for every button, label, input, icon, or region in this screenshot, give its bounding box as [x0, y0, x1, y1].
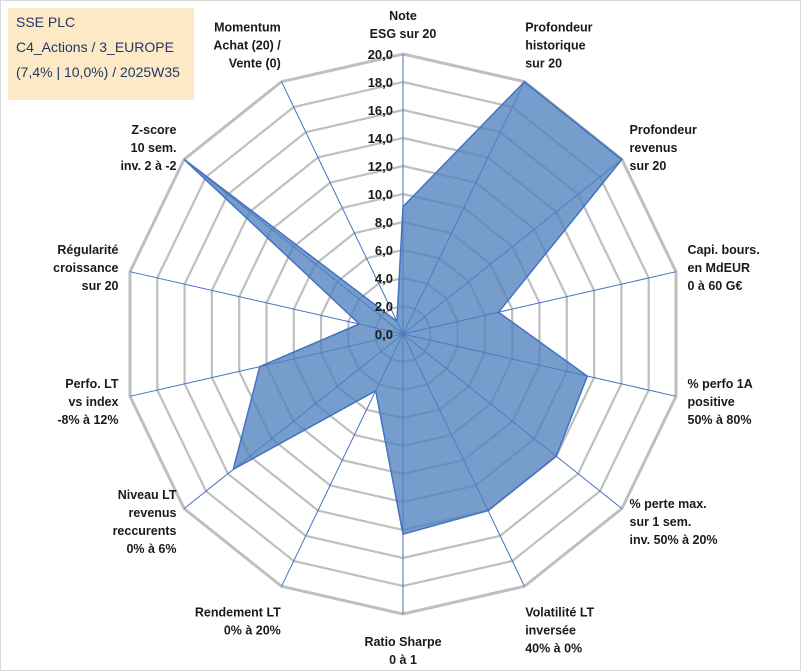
axis-label-line: Z-score: [131, 123, 176, 137]
axis-label: % perte max. sur 1 sem. inv. 50% à 20%: [630, 497, 718, 547]
axis-label: Z-score 10 sem. inv. 2 à -2: [120, 123, 176, 173]
axis-label-line: Note: [389, 9, 417, 23]
axis-label-line: en MdEUR: [688, 261, 751, 275]
info-title: SSE PLC: [16, 14, 76, 30]
axis-label-line: 0 à 60 G€: [688, 279, 743, 293]
axis-label: Régularité croissance sur 20: [53, 243, 118, 293]
axis-label: Volatilité LT inversée 40% à 0%: [525, 605, 594, 655]
axis-label-line: % perte max.: [630, 497, 707, 511]
axis-label-line: ESG sur 20: [370, 27, 437, 41]
tick-label: 12,0: [368, 159, 393, 174]
axis-label-line: 0 à 1: [389, 653, 417, 667]
series-area: [183, 80, 623, 536]
axis-label-line: % perfo 1A: [688, 377, 753, 391]
axis-label-line: Rendement LT: [195, 605, 281, 619]
series-layer: [183, 80, 623, 536]
axis-label-line: Capi. bours.: [688, 243, 760, 257]
info-category: C4_Actions / 3_EUROPE: [16, 39, 174, 55]
tick-label: 16,0: [368, 103, 393, 118]
axis-label-line: -8% à 12%: [57, 413, 118, 427]
axis-label: Note ESG sur 20: [370, 9, 437, 41]
axis-label-line: croissance: [53, 261, 118, 275]
axis-label: Niveau LT revenus reccurents 0% à 6%: [113, 488, 177, 556]
tick-label: 20,0: [368, 47, 393, 62]
axis-label-line: Niveau LT: [118, 488, 177, 502]
tick-label: 0,0: [375, 327, 393, 342]
tick-label: 4,0: [375, 271, 393, 286]
tick-labels: 0,0 2,0 4,0 6,0 8,0 10,0 12,0 14,0 16,0 18,0 20,0: [368, 47, 393, 342]
axis-label-line: 0% à 20%: [224, 623, 281, 637]
axis-label-line: 40% à 0%: [525, 641, 582, 655]
axis-label-line: 50% à 80%: [688, 413, 752, 427]
axis-label-line: 10 sem.: [131, 141, 177, 155]
axis-label-line: Vente (0): [229, 57, 281, 71]
axis-label-line: Ratio Sharpe: [364, 635, 441, 649]
axis-label-line: sur 20: [525, 57, 562, 71]
axis-label-line: Régularité: [57, 243, 118, 257]
axis-label: Perfo. LT vs index -8% à 12%: [57, 377, 119, 427]
tick-label: 10,0: [368, 187, 393, 202]
tick-label: 14,0: [368, 131, 393, 146]
info-stats: (7,4% | 10,0%) / 2025W35: [16, 64, 180, 80]
axis-label-line: positive: [688, 395, 735, 409]
axis-spoke: [281, 81, 404, 335]
axis-label-line: sur 20: [630, 159, 667, 173]
axis-label: Profondeur historique sur 20: [525, 21, 592, 71]
axis-label-line: revenus: [129, 506, 177, 520]
axis-label-line: inversée: [525, 623, 576, 637]
axis-label-line: Momentum: [214, 21, 281, 35]
tick-label: 6,0: [375, 243, 393, 258]
axis-label-line: reccurents: [113, 524, 177, 538]
axis-label-line: historique: [525, 39, 585, 53]
axis-label-line: Profondeur: [525, 21, 592, 35]
axis-label-line: vs index: [68, 395, 118, 409]
axis-label-line: Profondeur: [630, 123, 697, 137]
tick-label: 18,0: [368, 75, 393, 90]
axis-label: Capi. bours. en MdEUR 0 à 60 G€: [688, 243, 760, 293]
axis-label: Ratio Sharpe 0 à 1: [364, 635, 441, 667]
axis-label: Momentum Achat (20) / Vente (0): [213, 21, 281, 71]
info-box: SSE PLC C4_Actions / 3_EUROPE (7,4% | 10…: [8, 8, 194, 100]
axis-spoke: [129, 271, 404, 335]
axis-label-line: sur 20: [82, 279, 119, 293]
axis-label-line: Volatilité LT: [525, 605, 594, 619]
axis-label-line: inv. 50% à 20%: [630, 533, 718, 547]
axis-label-line: revenus: [630, 141, 678, 155]
axis-label-line: inv. 2 à -2: [120, 159, 176, 173]
axis-label: Profondeur revenus sur 20: [630, 123, 697, 173]
axis-label-line: 0% à 6%: [126, 542, 176, 556]
tick-label: 8,0: [375, 215, 393, 230]
axis-label-line: Achat (20) /: [213, 39, 281, 53]
axis-label: Rendement LT 0% à 20%: [195, 605, 281, 637]
axis-label-line: sur 1 sem.: [630, 515, 692, 529]
axis-label: % perfo 1A positive 50% à 80%: [688, 377, 753, 427]
axis-label-line: Perfo. LT: [65, 377, 119, 391]
axis-labels: Note ESG sur 20 Profondeur historique sur 20…: [53, 9, 760, 667]
tick-label: 2,0: [375, 299, 393, 314]
